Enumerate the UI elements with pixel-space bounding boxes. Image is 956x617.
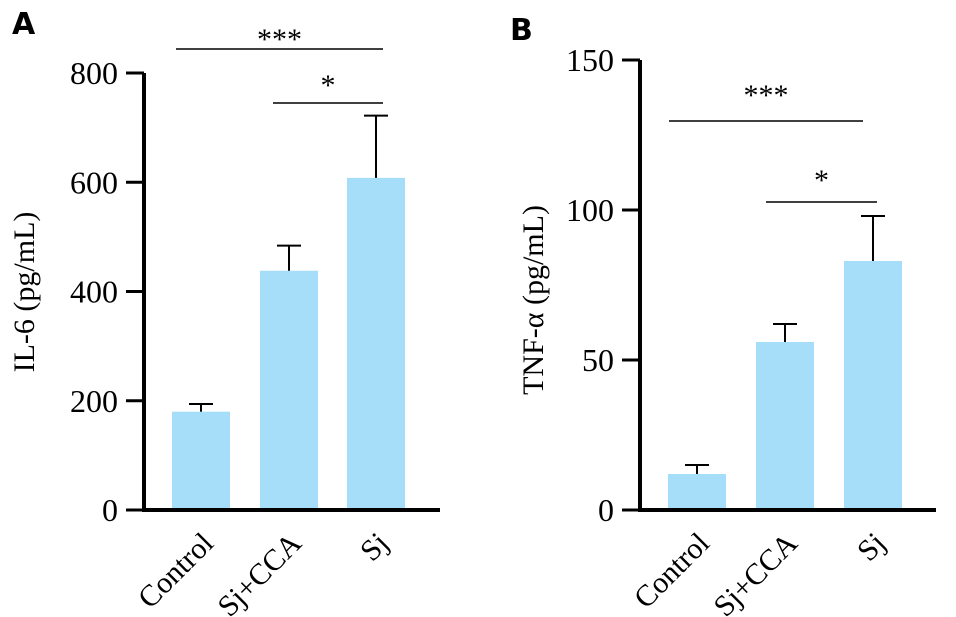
bar-sj	[347, 177, 405, 510]
bar-sj-cca	[756, 342, 814, 510]
significance-brackets: ****	[176, 23, 383, 104]
significance-label: ***	[744, 79, 789, 112]
bar-sj	[844, 261, 902, 510]
bar-control	[172, 411, 230, 510]
category-label: Control	[132, 527, 220, 615]
axes	[638, 60, 936, 512]
error-bars	[685, 215, 885, 474]
category-label: Sj+CCA	[707, 526, 804, 617]
y-tick-label: 150	[566, 42, 614, 78]
bar-sj-cca	[260, 270, 318, 510]
y-tick-label: 50	[582, 342, 614, 378]
y-tick-label: 0	[598, 492, 614, 528]
y-tick-label: 100	[566, 192, 614, 228]
y-tick-label: 600	[70, 164, 118, 200]
bars	[172, 177, 405, 510]
bars	[668, 261, 902, 510]
y-tick-label: 800	[70, 55, 118, 91]
y-axis-title: IL-6 (pg/mL)	[8, 212, 41, 373]
significance-label: *	[321, 69, 336, 102]
significance-label: ***	[257, 23, 302, 56]
category-label: Sj	[354, 527, 395, 568]
category-label: Sj+CCA	[211, 526, 308, 617]
y-ticks: 0 200 400 600 800	[70, 55, 144, 528]
y-tick-label: 400	[70, 274, 118, 310]
y-axis-title: TNF-α (pg/mL)	[517, 205, 550, 395]
error-bars	[189, 114, 388, 412]
significance-label: *	[814, 164, 829, 197]
y-tick-label: 200	[70, 383, 118, 419]
y-tick-label: 0	[102, 492, 118, 528]
significance-brackets: ****	[669, 79, 877, 203]
panel-label: B	[510, 13, 533, 48]
panel-label: A	[12, 7, 36, 42]
axes	[142, 73, 440, 512]
category-label: Control	[628, 527, 716, 615]
y-ticks: 0 50 100 150	[566, 42, 640, 528]
bar-control	[668, 474, 726, 510]
category-label: Sj	[851, 527, 892, 568]
